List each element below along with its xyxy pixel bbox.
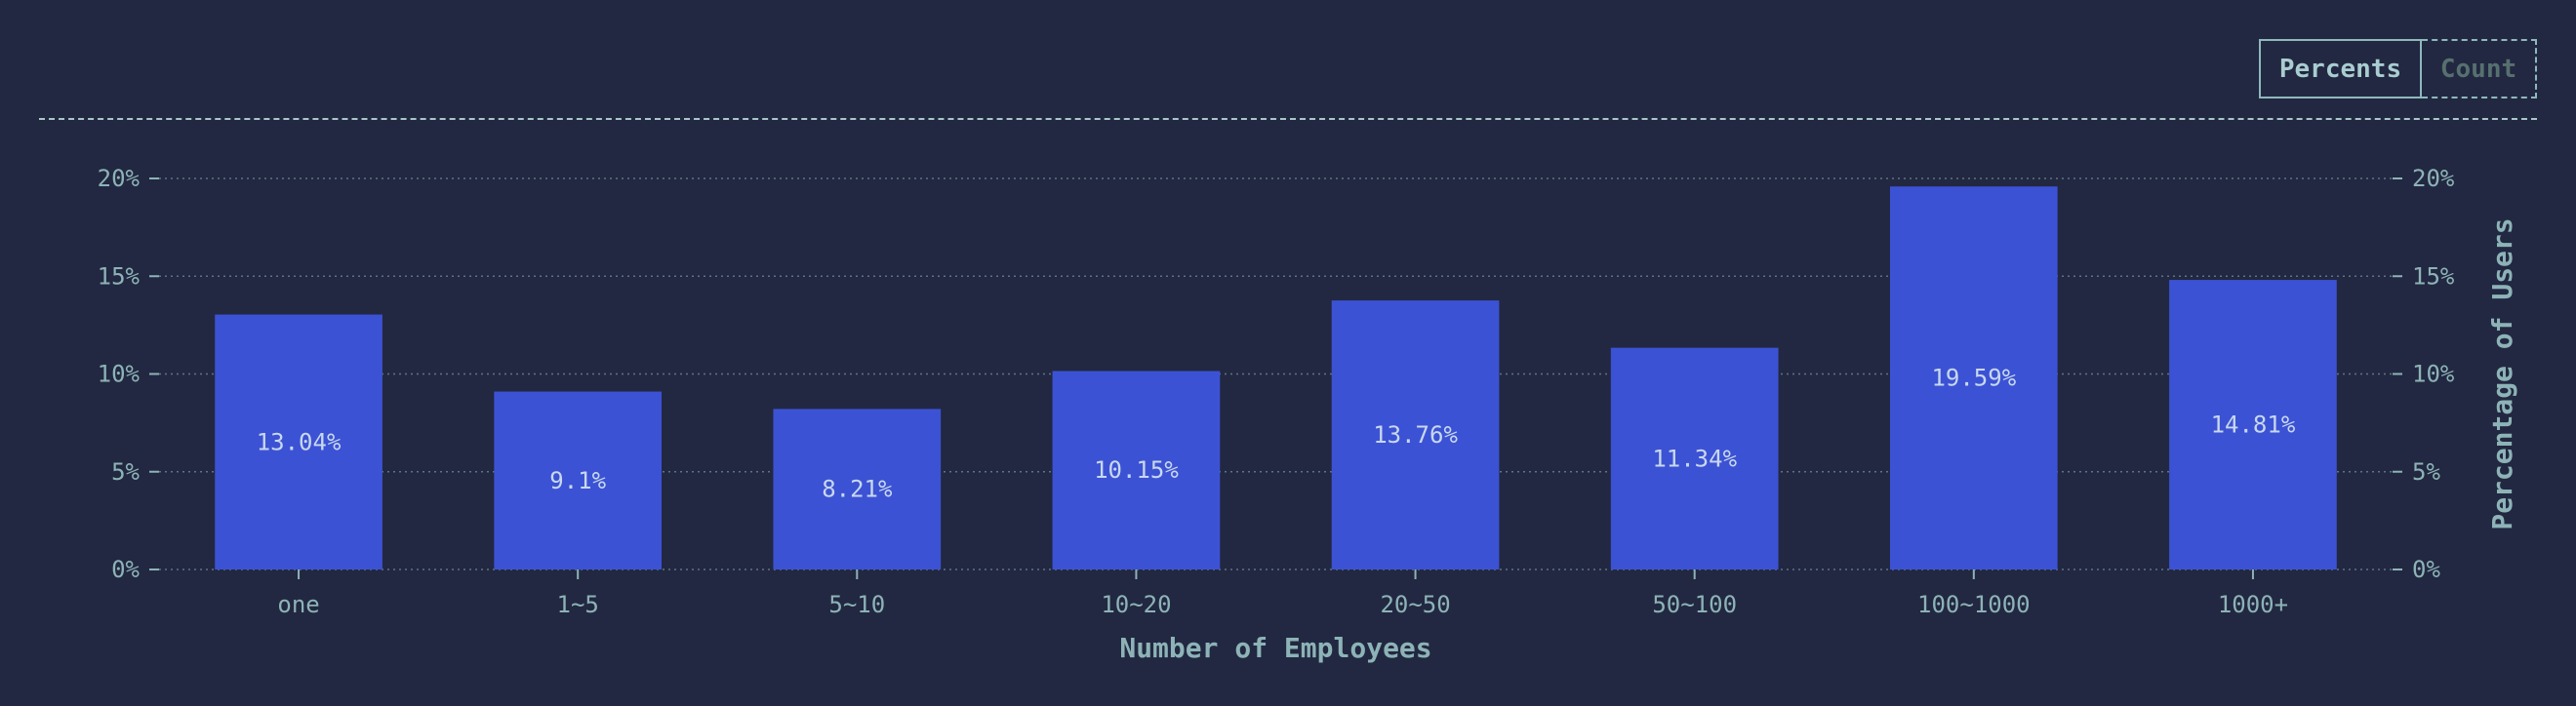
y-tick-label-left: 10% — [98, 361, 141, 388]
axes: 0% 0% 5% 5% 10% 10% 15% 15% 20% 20% one 1~5 5~10 10~2… — [98, 165, 2455, 618]
x-axis-title: Number of Employees — [1119, 632, 1431, 664]
percents-toggle-button[interactable]: Percents — [2259, 39, 2422, 98]
y-tick-label-right: 10% — [2412, 361, 2455, 388]
header-divider — [39, 118, 2537, 120]
count-toggle-button[interactable]: Count — [2422, 39, 2537, 98]
bar — [1889, 186, 2058, 569]
bar — [1610, 347, 1779, 569]
bar-value-label: 13.04% — [257, 428, 342, 455]
bar — [215, 314, 382, 569]
bar — [773, 409, 942, 569]
bar-value-label: 9.1% — [549, 467, 606, 494]
bar-value-label: 14.81% — [2211, 412, 2296, 439]
x-tick-label: 1~5 — [557, 591, 599, 618]
bar — [1052, 371, 1221, 569]
view-toggle: Percents Count — [2259, 39, 2537, 98]
bar — [2169, 280, 2337, 569]
y-tick-label-right: 15% — [2412, 262, 2455, 290]
bar-value-label: 19.59% — [1931, 365, 2016, 392]
x-tick-label: 5~10 — [828, 591, 885, 618]
x-tick-label: 10~20 — [1101, 591, 1171, 618]
y-tick-label-left: 5% — [111, 458, 140, 486]
x-tick-label: 100~1000 — [1917, 591, 2031, 618]
y-tick-label-right: 20% — [2412, 165, 2455, 192]
bar — [1331, 300, 1500, 569]
y-tick-label-left: 15% — [98, 262, 141, 290]
bar-value-label: 10.15% — [1094, 456, 1179, 484]
x-tick-label: 1000+ — [2218, 591, 2288, 618]
x-tick-label: one — [277, 591, 319, 618]
bar-value-label: 11.34% — [1652, 445, 1737, 472]
y-tick-label-right: 0% — [2412, 556, 2440, 583]
y-tick-label-left: 0% — [111, 556, 140, 583]
y-tick-label-left: 20% — [98, 165, 141, 192]
bar — [494, 391, 663, 569]
bars: 13.04% 9.1% 8.21% 10.15% 13.76% 11.34% 19.59% 1… — [215, 186, 2337, 569]
y-axis-title: Percentage of Users — [2486, 217, 2518, 530]
bar-value-label: 8.21% — [822, 476, 893, 503]
x-tick-label: 20~50 — [1380, 591, 1450, 618]
y-tick-label-right: 5% — [2412, 458, 2440, 486]
bar-value-label: 13.76% — [1373, 421, 1458, 449]
x-tick-label: 50~100 — [1652, 591, 1737, 618]
